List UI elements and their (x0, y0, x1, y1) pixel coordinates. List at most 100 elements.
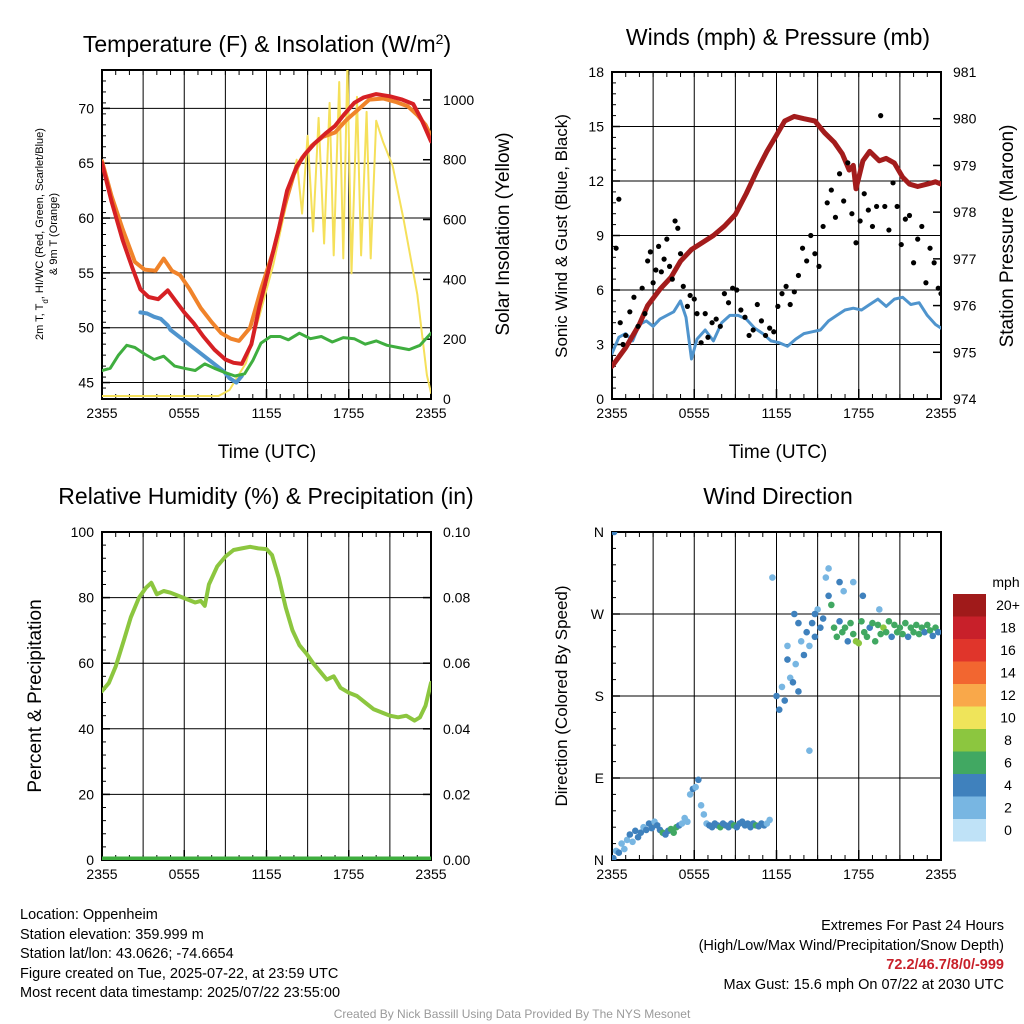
direction-point (833, 633, 841, 641)
legend-swatch (953, 661, 986, 684)
gust-point (656, 243, 662, 249)
direction-point (806, 747, 813, 754)
direction-point (775, 706, 783, 713)
wdir-xtick-label: 2355 (596, 866, 627, 882)
gust-point (804, 258, 810, 264)
gust-point (694, 311, 700, 317)
direction-point (817, 624, 824, 631)
legend-label: 0 (1004, 822, 1012, 838)
direction-point (800, 651, 808, 659)
humidity-ylabel-left: Percent & Precipitation (25, 599, 46, 792)
temp-ytick-label: 60 (78, 210, 94, 226)
temp-ytick-label: 50 (78, 320, 94, 336)
gust-point (869, 223, 876, 230)
legend-swatch (953, 729, 986, 752)
direction-point (899, 630, 906, 638)
latlon-text: Station lat/lon: 43.0626; -74.6654 (20, 946, 234, 962)
gust-point (779, 291, 785, 297)
extremes-heading: Extremes For Past 24 Hours (821, 918, 1004, 934)
direction-point (781, 697, 789, 704)
figure-created-text: Figure created on Tue, 2025-07-22, at 23… (20, 965, 339, 982)
direction-point (648, 824, 656, 832)
gust-point (836, 171, 843, 177)
temp-xtick-label: 2355 (86, 405, 117, 421)
temp-series-line (138, 310, 244, 385)
legend-label: 16 (1000, 642, 1016, 658)
direction-point (795, 619, 802, 627)
direction-point (697, 802, 705, 809)
gust-point (890, 180, 896, 186)
winds-frame (611, 71, 942, 400)
direction-point (847, 619, 854, 627)
rh-series-line (102, 544, 431, 723)
temp-xtick-label: 1155 (251, 405, 281, 421)
winds-title: Winds (mph) & Pressure (mb) (626, 24, 930, 50)
temp-ytick-label: 55 (78, 265, 94, 281)
direction-point (678, 820, 686, 827)
gust-point (677, 251, 684, 257)
gust-point (787, 301, 793, 308)
recent-data-text: Most recent data timestamp: 2025/07/22 2… (20, 985, 341, 1001)
gust-point (734, 287, 740, 293)
gust-point (709, 320, 715, 326)
direction-point (615, 849, 623, 857)
temp-ytick-right-label: 200 (443, 331, 467, 347)
location-text: Location: Oppenheim (20, 907, 158, 923)
gust-point (919, 223, 925, 230)
temp-series-line (102, 96, 431, 343)
gust-point (754, 301, 760, 308)
gust-point (762, 332, 769, 339)
gust-point (902, 216, 908, 222)
rh-xtick-label: 1755 (333, 866, 364, 882)
gust-point (613, 245, 619, 251)
legend-swatch (953, 796, 986, 819)
rh-ytick-right-label: 0.06 (443, 655, 470, 671)
temp-ytick-right-label: 400 (443, 271, 467, 287)
rh-series-group (102, 544, 431, 860)
direction-point (836, 617, 843, 625)
winds-ytick-label: 0 (596, 391, 604, 407)
legend-title: mph (992, 574, 1019, 590)
gust-point (653, 267, 659, 273)
max-gust-text: Max Gust: 15.6 mph On 07/22 at 2030 UTC (723, 976, 1004, 993)
winds-plot: 2355 0555 1155 1755 235503691215189749759769… (588, 64, 976, 421)
rh-xtick-label: 0555 (169, 866, 200, 882)
direction-point (784, 642, 791, 650)
humidity-title: Relative Humidity (%) & Precipitation (i… (58, 483, 473, 509)
wdir-ytick-label: N (594, 852, 604, 868)
wind-direction-panel: Wind Direction Direction (Colored By Spe… (552, 483, 1020, 882)
gust-point (938, 291, 941, 297)
winds-ytick-right-label: 977 (953, 251, 977, 267)
legend-swatch (953, 774, 986, 797)
speed-legend: 20+ 18 16 14 12 10 8 6 4 2 0 (953, 594, 1020, 842)
winds-ytick-label: 3 (596, 337, 604, 353)
direction-point (789, 679, 797, 686)
gust-point (647, 249, 653, 255)
gust-point (669, 276, 675, 282)
gust-point (808, 232, 814, 239)
wdir-xtick-label: 1155 (761, 866, 791, 882)
winds-ytick-label: 18 (588, 64, 604, 80)
temp-ytick-right-label: 0 (443, 391, 451, 407)
direction-point (618, 840, 625, 847)
gust-point (705, 334, 711, 340)
temp-series-line (102, 331, 431, 378)
wdir-frame (611, 531, 942, 861)
rh-ytick-label: 60 (78, 655, 94, 671)
direction-point (855, 639, 863, 647)
station-info: Location: Oppenheim Station elevation: 3… (20, 906, 340, 1004)
legend-swatch (953, 751, 986, 774)
direction-point (902, 619, 909, 627)
direction-point (858, 617, 865, 625)
winds-series-group (612, 113, 941, 369)
temperature-title: Temperature (F) & Insolation (W/m2) (83, 31, 451, 57)
gust-point (841, 198, 847, 204)
gust-point (750, 327, 756, 333)
direction-point (859, 592, 867, 600)
rh-xtick-label: 1155 (251, 866, 281, 882)
gust-point (675, 225, 681, 231)
direction-point (863, 633, 871, 641)
direction-point (684, 818, 691, 826)
gust-point (845, 160, 851, 166)
